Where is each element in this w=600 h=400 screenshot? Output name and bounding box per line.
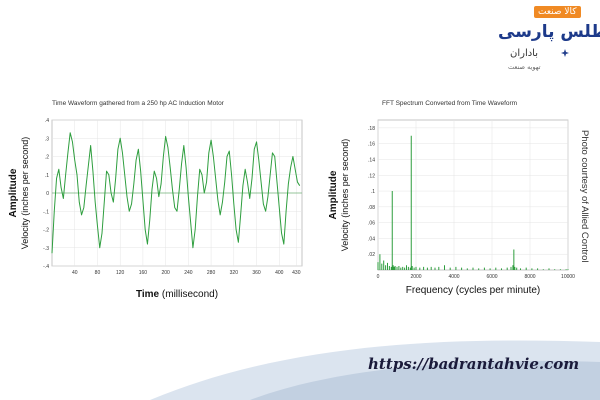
- x-axis-label: Time (millisecond): [136, 289, 218, 300]
- y-tick-label: .3: [45, 136, 49, 142]
- y-tick-label: .1: [45, 173, 49, 179]
- y-tick-label: .04: [368, 236, 375, 242]
- x-tick-label: 10000: [561, 274, 575, 280]
- y-tick-label: -.2: [43, 228, 49, 234]
- y-tick-label: .1: [371, 189, 375, 195]
- x-tick-label: 280: [207, 270, 216, 276]
- x-tick-label: 6000: [486, 274, 497, 280]
- time-waveform-chart: .4 .3 .2 .1 0 -.1 -.2 -.3 -.4 40 80 120 160 200 240 280…: [8, 118, 303, 300]
- y-tick-label: .14: [368, 157, 375, 163]
- logo-name: اطلس پارسی: [498, 22, 600, 42]
- x-tick-label: 430: [292, 270, 301, 276]
- y-tick-label: .18: [368, 126, 375, 132]
- y-tick-label: -.1: [43, 209, 49, 215]
- y-tick-label: -.3: [43, 246, 49, 252]
- fft-chart-title: FFT Spectrum Converted from Time Wavefor…: [382, 100, 518, 107]
- x-tick-label: 120: [116, 270, 125, 276]
- series-line: [377, 135, 569, 270]
- y-tick-label: .02: [368, 252, 375, 258]
- x-tick-label: 40: [72, 270, 78, 276]
- bottom-banner: [150, 340, 600, 400]
- photo-credit: Photo courtesy of Allied Control: [579, 130, 590, 263]
- x-tick-label: 400: [275, 270, 284, 276]
- x-tick-label: 80: [95, 270, 101, 276]
- x-tick-label: 360: [252, 270, 261, 276]
- time-chart-title: Time Waveform gathered from a 250 hp AC …: [52, 100, 224, 107]
- website-url[interactable]: https://badrantahvie.com: [368, 355, 580, 373]
- y-tick-label: 0: [46, 191, 49, 197]
- x-axis-label: Frequency (cycles per minute): [406, 285, 541, 296]
- fan-icon: [561, 49, 569, 57]
- fft-spectrum-chart: .18 .16 .14 .12 .1 .08 .06 .04 .02 0 2000 4000 6000 8…: [328, 119, 575, 296]
- y-axis-label-bold: Amplitude: [328, 170, 339, 219]
- logo-tagline: تهویه صنعت: [508, 63, 541, 71]
- y-tick-label: .08: [368, 205, 375, 211]
- logo-badge: کالا صنعت: [534, 6, 581, 18]
- logo-sub: باداران: [510, 48, 539, 59]
- y-tick-label: -.4: [43, 264, 49, 270]
- x-tick-label: 160: [139, 270, 148, 276]
- x-tick-label: 8000: [524, 274, 535, 280]
- brand-logo: کالا صنعت اطلس پارسی باداران تهویه صنعت: [490, 6, 600, 76]
- x-tick-label: 320: [230, 270, 239, 276]
- x-tick-label: 4000: [448, 274, 459, 280]
- x-tick-label: 200: [161, 270, 170, 276]
- y-tick-label: .2: [45, 155, 49, 161]
- y-tick-label: .16: [368, 142, 375, 148]
- plot-area: [377, 119, 569, 271]
- y-axis-label: Velocity (inches per second): [20, 137, 30, 250]
- y-tick-label: .06: [368, 221, 375, 227]
- x-tick-label: 0: [377, 274, 380, 280]
- y-tick-label: .4: [45, 118, 49, 124]
- x-tick-label: 240: [184, 270, 193, 276]
- y-tick-label: .12: [368, 173, 375, 179]
- x-tick-label: 2000: [410, 274, 421, 280]
- y-axis-label-bold: Amplitude: [8, 168, 19, 217]
- y-axis-label: Velocity (inches per second): [340, 139, 350, 252]
- series-line: [51, 132, 301, 254]
